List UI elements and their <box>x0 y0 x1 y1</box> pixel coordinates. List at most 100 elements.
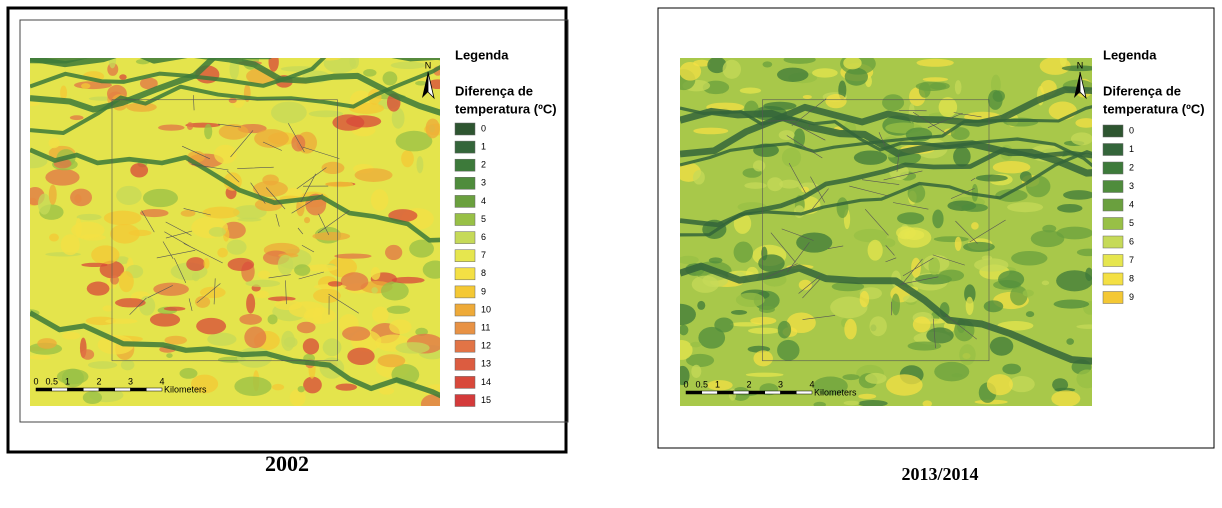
map-texture <box>934 362 969 382</box>
map-texture <box>423 260 448 278</box>
map-texture <box>115 298 146 307</box>
map-texture <box>923 400 932 407</box>
map-texture <box>736 293 765 307</box>
legend-label: 8 <box>481 268 486 278</box>
map-texture <box>812 68 838 77</box>
map-texture <box>334 253 371 258</box>
map-texture <box>966 297 974 315</box>
map-texture <box>192 272 200 281</box>
map-texture <box>269 52 279 72</box>
map-texture <box>1042 281 1049 286</box>
scale-bar <box>686 391 702 394</box>
scale-label: 2 <box>96 376 101 386</box>
legend-swatch <box>1103 273 1123 285</box>
legend-label: 6 <box>1129 236 1134 246</box>
map-texture <box>346 115 381 127</box>
map-texture <box>854 150 887 164</box>
map-texture <box>385 245 402 260</box>
scale-label: 0.5 <box>45 376 58 386</box>
map-texture <box>955 80 962 94</box>
map-texture <box>679 325 688 336</box>
map-texture <box>237 347 272 368</box>
map-image <box>14 0 471 414</box>
map-texture <box>963 242 995 252</box>
legend-label: 15 <box>481 395 491 405</box>
scale-bar <box>146 388 162 391</box>
map-texture <box>37 338 57 349</box>
map-texture <box>753 160 765 171</box>
map-texture <box>304 307 336 324</box>
legend-swatch <box>455 232 475 244</box>
map-texture <box>919 82 931 98</box>
map-texture <box>729 389 736 401</box>
map-texture <box>1007 202 1043 212</box>
map-texture <box>987 374 1013 395</box>
legend-swatch <box>455 286 475 298</box>
north-label: N <box>1077 60 1084 70</box>
map-texture <box>121 360 135 371</box>
map-texture <box>349 54 359 69</box>
map-texture <box>679 62 701 81</box>
scale-label: 0.5 <box>695 379 708 389</box>
map-texture <box>860 291 869 308</box>
legend-label: 3 <box>481 178 486 188</box>
legend-swatch <box>1103 144 1123 156</box>
map-texture <box>779 180 799 189</box>
map-texture <box>897 212 924 224</box>
map-texture <box>1056 227 1093 240</box>
map-texture <box>383 71 398 85</box>
map-texture <box>363 69 376 77</box>
map-texture <box>1063 190 1094 200</box>
map-texture <box>1075 118 1096 128</box>
map-texture <box>911 258 921 278</box>
map-texture <box>322 162 345 174</box>
map-texture <box>988 90 1003 110</box>
map-texture <box>844 401 860 406</box>
map-texture <box>845 68 868 86</box>
map-image <box>664 52 1124 408</box>
map-texture <box>255 290 270 298</box>
map-texture <box>303 338 319 354</box>
map-texture <box>934 236 969 242</box>
map-texture <box>119 74 126 80</box>
legend-swatch <box>1103 181 1123 193</box>
legend-label: 4 <box>1129 199 1134 209</box>
legend-subtitle: Diferença de <box>1103 83 1181 98</box>
map-texture <box>953 147 971 167</box>
map-texture <box>336 383 357 390</box>
map-texture <box>1077 249 1100 257</box>
legend-label: 9 <box>1129 292 1134 302</box>
map-texture <box>779 130 795 140</box>
map-texture <box>803 95 812 99</box>
map-texture <box>913 317 931 333</box>
map-texture <box>389 319 411 334</box>
map-texture <box>843 57 861 70</box>
map-texture <box>291 135 305 152</box>
legend-subtitle: Diferença de <box>455 83 533 98</box>
map-texture <box>381 281 409 300</box>
map-texture <box>891 293 899 315</box>
map-texture <box>228 258 255 271</box>
map-texture <box>813 402 825 408</box>
legend-subtitle: temperatura (ºC) <box>455 101 557 116</box>
scale-bar <box>702 391 718 394</box>
scale-label: 0 <box>33 376 38 386</box>
map-texture <box>180 368 198 379</box>
map-texture <box>426 118 440 138</box>
scale-bar <box>749 391 765 394</box>
map-texture <box>744 182 766 189</box>
map-texture <box>763 61 773 67</box>
map-texture <box>709 257 723 263</box>
map-texture <box>784 55 816 63</box>
map-texture <box>244 327 266 349</box>
map-texture <box>49 138 60 149</box>
map-texture <box>104 211 142 226</box>
map-texture <box>692 276 719 293</box>
map-texture <box>796 233 832 253</box>
map-texture <box>854 229 888 242</box>
map-texture <box>882 94 904 111</box>
map-texture <box>955 237 962 251</box>
map-texture <box>110 275 119 284</box>
map-texture <box>347 348 374 365</box>
map-texture <box>110 224 140 244</box>
